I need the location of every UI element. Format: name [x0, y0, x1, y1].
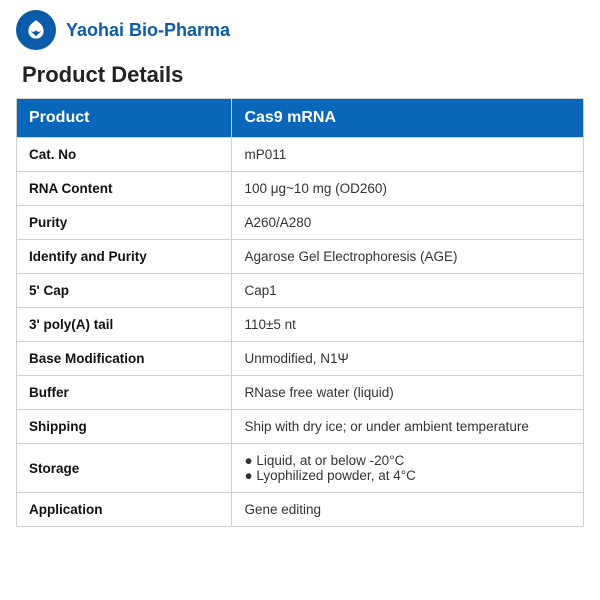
table-row: Base ModificationUnmodified, N1Ψ — [17, 342, 584, 376]
row-label: Shipping — [17, 410, 232, 444]
row-label: 5' Cap — [17, 274, 232, 308]
table-header-value: Cas9 mRNA — [232, 99, 584, 138]
table-row: 5' CapCap1 — [17, 274, 584, 308]
row-value: 110±5 nt — [232, 308, 584, 342]
company-name: Yaohai Bio-Pharma — [66, 20, 230, 41]
row-value: RNase free water (liquid) — [232, 376, 584, 410]
table-row: 3' poly(A) tail110±5 nt — [17, 308, 584, 342]
table-body: Cat. NomP011RNA Content100 μg~10 mg (OD2… — [17, 138, 584, 527]
section-title: Product Details — [22, 62, 584, 88]
table-row: ShippingShip with dry ice; or under ambi… — [17, 410, 584, 444]
row-label: Cat. No — [17, 138, 232, 172]
table-row: RNA Content100 μg~10 mg (OD260) — [17, 172, 584, 206]
product-details-table: Product Cas9 mRNA Cat. NomP011RNA Conten… — [16, 98, 584, 527]
row-value: mP011 — [232, 138, 584, 172]
table-row: PurityA260/A280 — [17, 206, 584, 240]
row-label: Buffer — [17, 376, 232, 410]
row-label: 3' poly(A) tail — [17, 308, 232, 342]
table-row: Cat. NomP011 — [17, 138, 584, 172]
row-label: Purity — [17, 206, 232, 240]
row-label: Identify and Purity — [17, 240, 232, 274]
table-header-product: Product — [17, 99, 232, 138]
list-item: Liquid, at or below -20°C — [244, 453, 571, 468]
table-row: Identify and PurityAgarose Gel Electroph… — [17, 240, 584, 274]
row-label: Storage — [17, 444, 232, 493]
row-value: Gene editing — [232, 493, 584, 527]
row-value: Ship with dry ice; or under ambient temp… — [232, 410, 584, 444]
row-value: Unmodified, N1Ψ — [232, 342, 584, 376]
table-row: StorageLiquid, at or below -20°CLyophili… — [17, 444, 584, 493]
header: Yaohai Bio-Pharma — [16, 10, 584, 50]
company-logo-icon — [16, 10, 56, 50]
row-label: RNA Content — [17, 172, 232, 206]
row-value: Agarose Gel Electrophoresis (AGE) — [232, 240, 584, 274]
row-value: Liquid, at or below -20°CLyophilized pow… — [232, 444, 584, 493]
row-value: Cap1 — [232, 274, 584, 308]
row-value: A260/A280 — [232, 206, 584, 240]
row-label: Application — [17, 493, 232, 527]
list-item: Lyophilized powder, at 4°C — [244, 468, 571, 483]
table-row: BufferRNase free water (liquid) — [17, 376, 584, 410]
row-label: Base Modification — [17, 342, 232, 376]
table-row: ApplicationGene editing — [17, 493, 584, 527]
row-value: 100 μg~10 mg (OD260) — [232, 172, 584, 206]
